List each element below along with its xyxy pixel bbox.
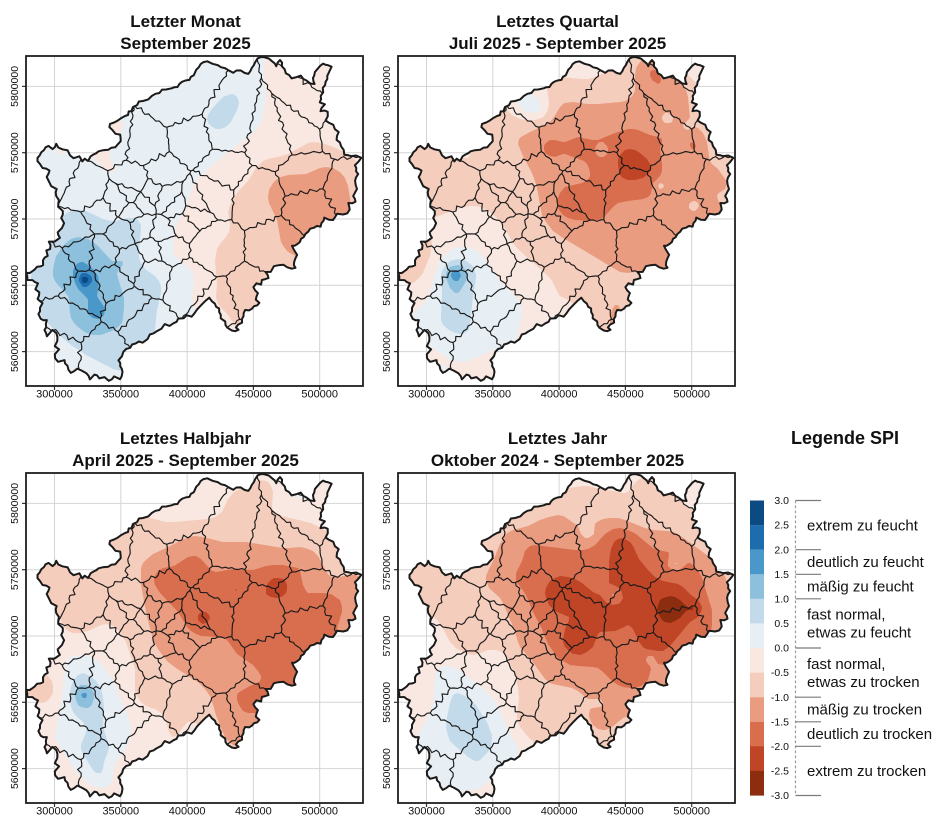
svg-text:2.0: 2.0 (774, 544, 789, 556)
svg-text:400000: 400000 (540, 805, 577, 817)
svg-text:fast normal,: fast normal, (807, 656, 885, 673)
svg-text:300000: 300000 (36, 805, 73, 817)
svg-text:300000: 300000 (408, 805, 445, 817)
svg-text:350000: 350000 (102, 805, 139, 817)
svg-text:5750000: 5750000 (9, 549, 21, 590)
svg-text:5650000: 5650000 (9, 682, 21, 723)
svg-text:deutlich zu feucht: deutlich zu feucht (807, 554, 925, 571)
svg-text:350000: 350000 (474, 388, 511, 400)
svg-text:1.0: 1.0 (774, 593, 789, 605)
svg-text:500000: 500000 (301, 388, 338, 400)
svg-text:5600000: 5600000 (9, 331, 21, 372)
svg-text:5750000: 5750000 (381, 132, 393, 173)
svg-text:5800000: 5800000 (381, 65, 393, 106)
svg-text:5700000: 5700000 (9, 615, 21, 656)
svg-text:5600000: 5600000 (381, 331, 393, 372)
svg-text:5800000: 5800000 (381, 483, 393, 524)
svg-text:5650000: 5650000 (381, 264, 393, 305)
svg-text:-2.5: -2.5 (771, 766, 789, 778)
svg-text:350000: 350000 (102, 388, 139, 400)
svg-text:-2.0: -2.0 (771, 741, 789, 753)
svg-text:400000: 400000 (168, 388, 205, 400)
svg-text:-1.5: -1.5 (771, 716, 789, 728)
svg-text:-3.0: -3.0 (771, 790, 789, 802)
svg-text:5800000: 5800000 (9, 483, 21, 524)
svg-text:350000: 350000 (474, 805, 511, 817)
svg-text:450000: 450000 (607, 388, 644, 400)
svg-text:5650000: 5650000 (381, 682, 393, 723)
svg-text:300000: 300000 (36, 388, 73, 400)
svg-text:5700000: 5700000 (381, 615, 393, 656)
svg-text:mäßig zu trocken: mäßig zu trocken (807, 702, 922, 719)
svg-text:5650000: 5650000 (9, 264, 21, 305)
svg-text:400000: 400000 (168, 805, 205, 817)
svg-text:400000: 400000 (540, 388, 577, 400)
svg-text:300000: 300000 (408, 388, 445, 400)
svg-text:etwas zu feucht: etwas zu feucht (807, 625, 912, 642)
svg-text:extrem zu trocken: extrem zu trocken (807, 763, 926, 780)
svg-text:fast normal,: fast normal, (807, 607, 885, 624)
svg-text:450000: 450000 (235, 805, 272, 817)
svg-text:5700000: 5700000 (381, 198, 393, 239)
svg-text:0.5: 0.5 (774, 618, 789, 630)
svg-text:-0.5: -0.5 (771, 667, 789, 679)
svg-text:450000: 450000 (235, 388, 272, 400)
svg-text:500000: 500000 (301, 805, 338, 817)
svg-text:mäßig zu feucht: mäßig zu feucht (807, 579, 915, 596)
svg-text:2.5: 2.5 (774, 520, 789, 532)
svg-text:0.0: 0.0 (774, 643, 789, 655)
svg-text:5800000: 5800000 (9, 65, 21, 106)
svg-text:1.5: 1.5 (774, 569, 789, 581)
svg-text:500000: 500000 (673, 388, 710, 400)
svg-text:5750000: 5750000 (381, 549, 393, 590)
svg-text:500000: 500000 (673, 805, 710, 817)
svg-text:3.0: 3.0 (774, 495, 789, 507)
svg-text:450000: 450000 (607, 805, 644, 817)
svg-text:etwas zu trocken: etwas zu trocken (807, 674, 920, 691)
svg-text:-1.0: -1.0 (771, 692, 789, 704)
svg-text:extrem zu feucht: extrem zu feucht (807, 517, 919, 534)
svg-text:deutlich zu trocken: deutlich zu trocken (807, 726, 932, 743)
svg-text:5700000: 5700000 (9, 198, 21, 239)
svg-text:5600000: 5600000 (381, 748, 393, 789)
svg-text:5750000: 5750000 (9, 132, 21, 173)
svg-text:5600000: 5600000 (9, 748, 21, 789)
